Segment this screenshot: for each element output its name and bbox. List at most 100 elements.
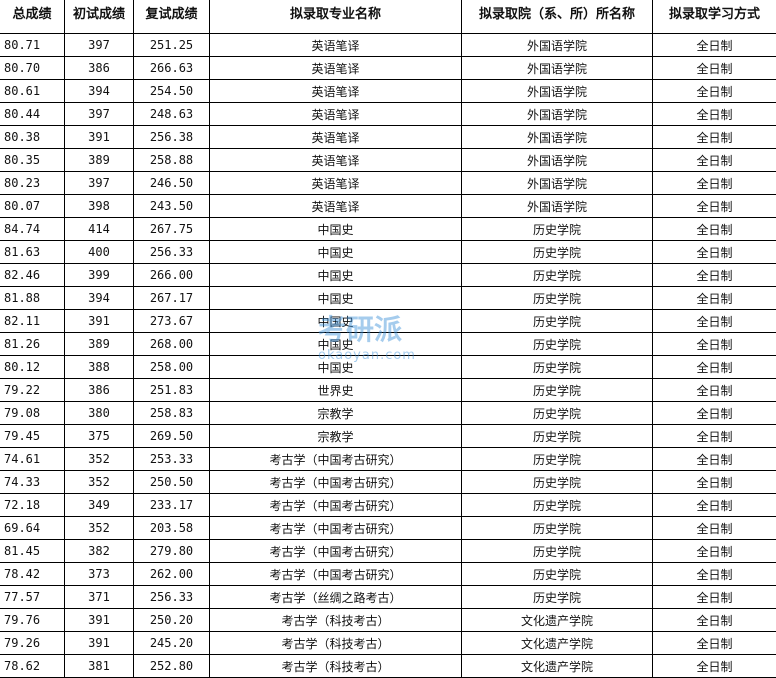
header-total-score: 总成绩 — [0, 0, 65, 34]
cell-initial-score: 391 — [65, 126, 134, 149]
cell-study-mode: 全日制 — [653, 241, 776, 264]
cell-study-mode: 全日制 — [653, 57, 776, 80]
cell-total-score: 77.57 — [0, 586, 65, 609]
cell-study-mode: 全日制 — [653, 540, 776, 563]
cell-college: 外国语学院 — [462, 149, 653, 172]
cell-study-mode: 全日制 — [653, 333, 776, 356]
cell-initial-score: 349 — [65, 494, 134, 517]
cell-major: 英语笔译 — [210, 195, 462, 218]
cell-initial-score: 397 — [65, 172, 134, 195]
cell-major: 中国史 — [210, 356, 462, 379]
cell-retest-score: 269.50 — [134, 425, 210, 448]
cell-retest-score: 256.33 — [134, 241, 210, 264]
cell-retest-score: 268.00 — [134, 333, 210, 356]
cell-retest-score: 203.58 — [134, 517, 210, 540]
cell-initial-score: 389 — [65, 333, 134, 356]
cell-major: 世界史 — [210, 379, 462, 402]
header-initial-score: 初试成绩 — [65, 0, 134, 34]
cell-initial-score: 397 — [65, 34, 134, 57]
cell-total-score: 80.70 — [0, 57, 65, 80]
cell-retest-score: 256.33 — [134, 586, 210, 609]
cell-retest-score: 266.63 — [134, 57, 210, 80]
cell-total-score: 72.18 — [0, 494, 65, 517]
cell-college: 历史学院 — [462, 517, 653, 540]
cell-study-mode: 全日制 — [653, 195, 776, 218]
cell-retest-score: 258.83 — [134, 402, 210, 425]
cell-major: 英语笔译 — [210, 103, 462, 126]
cell-initial-score: 380 — [65, 402, 134, 425]
cell-major: 考古学（科技考古） — [210, 632, 462, 655]
cell-retest-score: 258.88 — [134, 149, 210, 172]
cell-total-score: 74.33 — [0, 471, 65, 494]
cell-study-mode: 全日制 — [653, 103, 776, 126]
cell-college: 历史学院 — [462, 264, 653, 287]
cell-college: 历史学院 — [462, 448, 653, 471]
cell-retest-score: 267.75 — [134, 218, 210, 241]
cell-major: 中国史 — [210, 264, 462, 287]
cell-initial-score: 400 — [65, 241, 134, 264]
cell-initial-score: 386 — [65, 57, 134, 80]
cell-study-mode: 全日制 — [653, 356, 776, 379]
cell-retest-score: 279.80 — [134, 540, 210, 563]
cell-college: 历史学院 — [462, 356, 653, 379]
cell-college: 文化遗产学院 — [462, 609, 653, 632]
cell-total-score: 81.63 — [0, 241, 65, 264]
cell-retest-score: 266.00 — [134, 264, 210, 287]
cell-retest-score: 258.00 — [134, 356, 210, 379]
cell-initial-score: 386 — [65, 379, 134, 402]
cell-initial-score: 394 — [65, 287, 134, 310]
cell-retest-score: 262.00 — [134, 563, 210, 586]
cell-college: 历史学院 — [462, 586, 653, 609]
cell-major: 考古学（科技考古） — [210, 609, 462, 632]
cell-college: 历史学院 — [462, 218, 653, 241]
cell-initial-score: 397 — [65, 103, 134, 126]
cell-total-score: 74.61 — [0, 448, 65, 471]
cell-initial-score: 394 — [65, 80, 134, 103]
cell-major: 考古学（中国考古研究） — [210, 448, 462, 471]
cell-major: 中国史 — [210, 218, 462, 241]
cell-total-score: 80.44 — [0, 103, 65, 126]
cell-study-mode: 全日制 — [653, 80, 776, 103]
cell-major: 英语笔译 — [210, 172, 462, 195]
cell-study-mode: 全日制 — [653, 517, 776, 540]
header-major: 拟录取专业名称 — [210, 0, 462, 34]
cell-study-mode: 全日制 — [653, 448, 776, 471]
cell-major: 考古学（中国考古研究） — [210, 471, 462, 494]
cell-major: 英语笔译 — [210, 80, 462, 103]
cell-college: 外国语学院 — [462, 103, 653, 126]
cell-retest-score: 233.17 — [134, 494, 210, 517]
cell-study-mode: 全日制 — [653, 563, 776, 586]
cell-retest-score: 250.50 — [134, 471, 210, 494]
cell-total-score: 80.12 — [0, 356, 65, 379]
cell-retest-score: 250.20 — [134, 609, 210, 632]
cell-retest-score: 251.83 — [134, 379, 210, 402]
cell-initial-score: 352 — [65, 471, 134, 494]
cell-retest-score: 256.38 — [134, 126, 210, 149]
cell-college: 文化遗产学院 — [462, 655, 653, 678]
cell-college: 文化遗产学院 — [462, 632, 653, 655]
cell-initial-score: 391 — [65, 609, 134, 632]
cell-college: 外国语学院 — [462, 172, 653, 195]
cell-total-score: 80.23 — [0, 172, 65, 195]
cell-study-mode: 全日制 — [653, 425, 776, 448]
cell-major: 考古学（中国考古研究） — [210, 540, 462, 563]
